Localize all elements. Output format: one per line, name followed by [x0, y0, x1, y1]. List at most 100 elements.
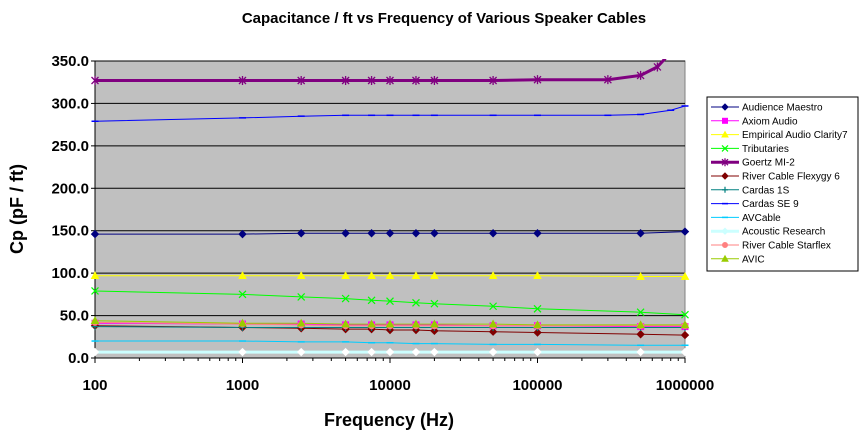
- data-point-audience-maestro: [341, 229, 350, 238]
- data-point-empirical-audio-clarity7: [385, 271, 395, 279]
- data-point-avic: [385, 319, 395, 328]
- data-point-audience-maestro: [296, 229, 306, 238]
- data-point-avic: [238, 318, 247, 327]
- x-tick-label: 100: [82, 377, 107, 394]
- data-point-empirical-audio-clarity7: [90, 271, 100, 279]
- data-point-avic: [367, 319, 376, 328]
- data-point-goertz-mi-2: [636, 70, 645, 80]
- data-point-tributaries: [430, 299, 439, 308]
- data-point-empirical-audio-clarity7: [430, 271, 439, 279]
- series-group: [95, 59, 685, 354]
- legend-label-acoustic-research: Acoustic Research: [742, 227, 825, 238]
- legend-marker-empirical-audio-clarity7: [721, 130, 729, 138]
- series-line-river-cable-flexygy-6: [95, 325, 685, 336]
- data-point-tributaries: [412, 298, 420, 307]
- legend-label-goertz-mi-2: Goertz MI-2: [742, 158, 795, 169]
- legend-label-empirical-audio-clarity7: Empirical Audio Clarity7: [742, 130, 848, 141]
- legend-label-axiom-audio: Axiom Audio: [742, 116, 798, 127]
- legend-marker-river-cable-starflex: [722, 242, 728, 248]
- legend-entries: Audience Maestro Axiom Audio Empirical Aud…: [711, 103, 848, 265]
- data-point-tributaries: [341, 294, 350, 303]
- legend-label-avic: AVIC: [742, 254, 765, 265]
- data-point-tributaries: [91, 287, 99, 295]
- data-point-audience-maestro: [430, 229, 439, 238]
- data-point-acoustic-research: [488, 347, 498, 357]
- data-point-acoustic-research: [533, 347, 542, 357]
- data-point-goertz-mi-2: [367, 76, 376, 86]
- y-tick-label: 200.0: [51, 180, 89, 197]
- data-point-tributaries: [489, 302, 498, 311]
- data-point-goertz-mi-2: [430, 76, 439, 86]
- data-point-goertz-mi-2: [91, 76, 99, 86]
- data-point-empirical-audio-clarity7: [488, 271, 498, 279]
- legend: Audience Maestro Axiom Audio Empirical Aud…: [706, 96, 859, 272]
- data-point-avic: [488, 319, 498, 328]
- data-point-audience-maestro: [385, 229, 395, 238]
- data-point-goertz-mi-2: [386, 76, 394, 86]
- data-point-empirical-audio-clarity7: [367, 271, 376, 279]
- legend-label-cardas-1s: Cardas 1S: [742, 185, 790, 196]
- legend-label-river-cable-flexygy-6: River Cable Flexygy 6: [742, 172, 840, 183]
- data-point-audience-maestro: [367, 229, 376, 238]
- data-point-avic: [296, 318, 306, 327]
- legend-label-river-cable-starflex: River Cable Starflex: [742, 241, 831, 252]
- data-point-acoustic-research: [367, 347, 376, 357]
- data-point-empirical-audio-clarity7: [238, 271, 247, 279]
- y-tick-label: 100.0: [51, 265, 89, 282]
- data-point-acoustic-research: [430, 347, 439, 357]
- y-tick-label: 150.0: [51, 223, 89, 240]
- data-point-empirical-audio-clarity7: [341, 271, 350, 279]
- data-point-avic: [533, 320, 542, 329]
- data-point-empirical-audio-clarity7: [533, 271, 542, 279]
- legend-label-cardas-se-9: Cardas SE 9: [742, 199, 799, 210]
- data-point-audience-maestro: [636, 229, 645, 238]
- chart-title: Capacitance / ft vs Frequency of Various…: [242, 10, 646, 27]
- data-point-audience-maestro: [238, 229, 247, 239]
- data-point-avic: [341, 319, 350, 328]
- data-point-tributaries: [386, 297, 394, 306]
- data-point-goertz-mi-2: [533, 75, 542, 85]
- x-tick-label: 1000: [226, 377, 259, 394]
- data-point-empirical-audio-clarity7: [296, 271, 306, 279]
- legend-label-tributaries: Tributaries: [742, 144, 789, 155]
- data-point-avic: [680, 320, 690, 329]
- data-point-acoustic-research: [636, 347, 645, 357]
- y-axis-title: Cp (pF / ft): [7, 164, 27, 254]
- data-point-goertz-mi-2: [653, 62, 662, 72]
- series-line-tributaries: [95, 290, 685, 316]
- data-point-empirical-audio-clarity7: [680, 272, 690, 280]
- series-line-river-cable-starflex: [95, 321, 685, 327]
- legend-marker-tributaries: [721, 144, 729, 152]
- y-tick-label: 0.0: [68, 350, 89, 367]
- x-tick-label: 10000: [369, 377, 411, 394]
- data-point-avic: [430, 319, 439, 328]
- series-line-avic: [95, 320, 685, 326]
- legend-marker-acoustic-research: [721, 227, 729, 235]
- markers-group: [90, 62, 690, 357]
- data-point-tributaries: [681, 310, 689, 319]
- data-point-acoustic-research: [296, 347, 306, 357]
- data-point-empirical-audio-clarity7: [636, 272, 645, 280]
- series-line-empirical-audio-clarity7: [95, 275, 685, 277]
- data-point-river-cable-flexygy-6: [636, 330, 645, 339]
- data-point-goertz-mi-2: [341, 76, 350, 86]
- x-tick-label: 1000000: [656, 377, 714, 394]
- data-point-acoustic-research: [680, 347, 690, 357]
- series-line-goertz-mi-2: [95, 59, 667, 82]
- data-point-acoustic-research: [238, 347, 247, 357]
- data-point-avic: [411, 319, 421, 328]
- plot-area: [94, 60, 686, 359]
- x-axis-title: Frequency (Hz): [324, 410, 454, 430]
- axes: 0.0 50.0 100.0 150.0 200.0 250.0 300.0 350.0 100…: [51, 53, 714, 394]
- x-tick-label: 100000: [512, 377, 562, 394]
- data-point-audience-maestro: [411, 229, 421, 238]
- data-point-audience-maestro: [680, 227, 690, 236]
- series-line-cardas-1s: [95, 326, 685, 328]
- data-point-acoustic-research: [90, 347, 100, 357]
- data-point-goertz-mi-2: [412, 76, 420, 86]
- data-point-avic: [90, 316, 100, 324]
- data-point-avic: [636, 320, 645, 329]
- series-line-cardas-se-9: [95, 105, 685, 122]
- data-point-tributaries: [367, 296, 376, 305]
